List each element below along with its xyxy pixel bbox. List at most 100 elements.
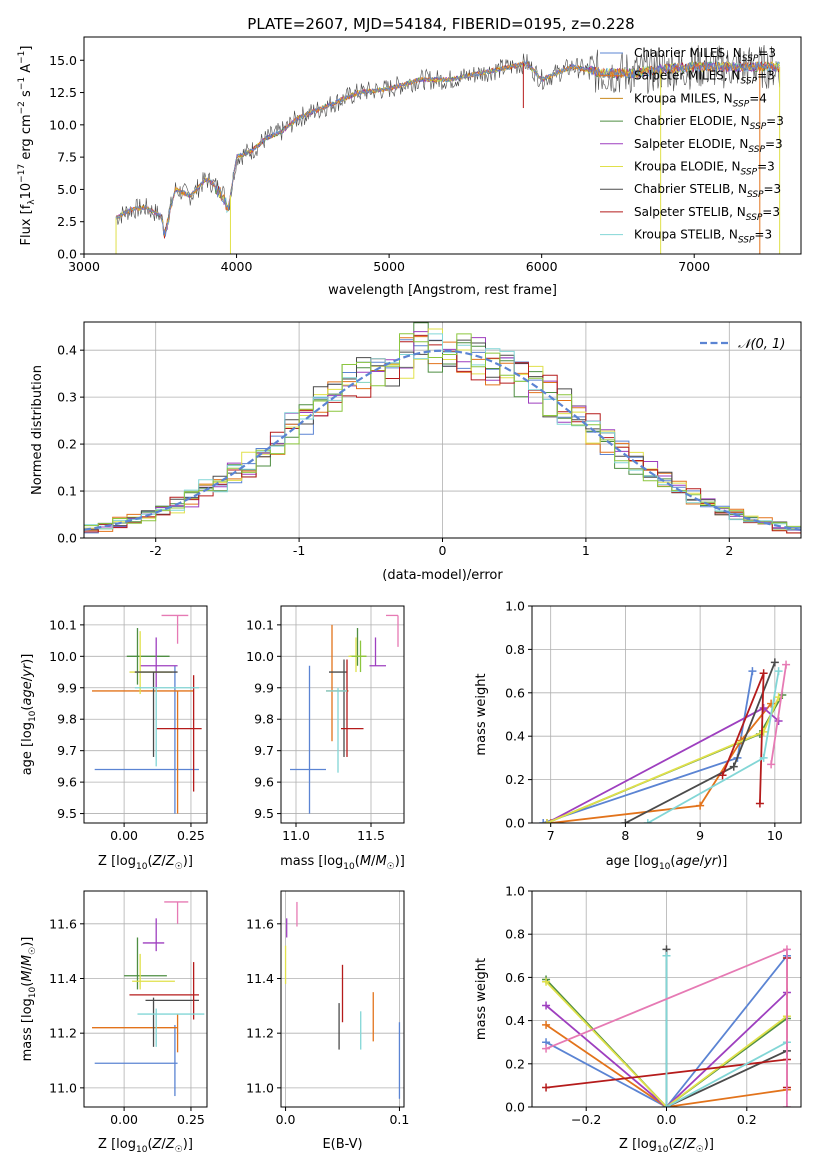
y-tick-label: 9.9 [254,680,274,695]
legend-label: Kroupa STELIB, NSSP=3 [634,228,772,246]
y-tick-label: 0.0 [57,531,77,546]
y-tick-label: 10.1 [49,617,77,632]
weight-marker [542,1044,551,1053]
weight-marker [748,667,757,676]
y-axis-label: mass [log10(M/M☉)] [20,937,38,1062]
y-tick-label: 7.5 [57,150,77,165]
y-tick-label: 11.6 [49,916,77,931]
panel-weight_vs_age: 7 8 9 10 0.0 0.2 0.4 0.6 0.8 1.0 mass weight age [l… [474,599,802,872]
y-tick-label: 9.8 [57,712,77,727]
legend: Chabrier MILES, NSSP=3 Salpeter MILES, NS… [600,46,784,246]
y-tick-label: 11.0 [49,1080,77,1095]
plot-area [539,658,791,823]
y-tick-label: 9.5 [57,806,77,821]
weight-line [545,1024,788,1107]
y-axis-label: mass weight [474,673,489,755]
legend-label: Salpeter MILES, NSSP=3 [634,69,775,87]
panel-age_vs_Z: 0.00 0.25 9.5 9.6 9.7 9.8 9.9 10.0 10.1 Z [log10(… [20,605,208,872]
y-tick-label: 10.0 [49,117,77,132]
x-tick-label: 0.2 [737,1112,757,1127]
y-tick-label: 0.0 [505,1100,525,1115]
plot-area [284,901,401,1099]
weight-marker [774,667,783,676]
weight-marker [729,762,738,771]
y-tick-label: 15.0 [49,53,77,68]
x-tick-label: 0.0 [276,1112,296,1127]
y-tick-label: 1.0 [505,884,525,899]
weight-line [545,991,788,1107]
x-tick-label: 0 [439,543,447,558]
x-tick-label: 0.25 [177,1112,205,1127]
x-tick-label: 8 [621,828,629,843]
weight-marker [759,669,768,678]
weight-marker [767,760,776,769]
weight-line [545,978,788,1107]
y-tick-label: 0.3 [57,390,77,405]
axes-frame [280,890,405,1108]
y-axis-label: mass weight [474,958,489,1040]
x-tick-label: 1 [582,543,590,558]
y-tick-label: 0.4 [505,1013,525,1028]
weight-marker [542,977,551,986]
weight-marker [759,727,768,736]
weight-marker [718,771,727,780]
y-tick-label: 0.0 [505,816,525,831]
plot-area [92,614,202,814]
legend-label: Chabrier ELODIE, NSSP=3 [634,114,784,132]
weight-line [665,955,788,1107]
panel-spectrum: 3000 4000 5000 6000 7000 0.0 2.5 5.0 7.5 10.0 12.5… [17,36,802,298]
x-tick-label: 7000 [678,259,710,274]
weight-marker [759,753,768,762]
x-tick-label: −0.2 [571,1112,601,1127]
weight-marker [542,1001,551,1010]
x-tick-label: 4000 [221,259,253,274]
y-tick-label: 11.2 [49,1026,77,1041]
y-tick-label: 9.8 [254,712,274,727]
panel-mass_vs_Z: 0.00 0.25 11.0 11.2 11.4 11.6 Z [log10(Z/Z☉)] m… [20,890,208,1155]
y-tick-label: 9.7 [57,743,77,758]
weight-marker [621,819,630,823]
x-tick-label: 11.5 [357,828,385,843]
figure-title: PLATE=2607, MJD=54184, FIBERID=0195, z=0… [247,15,634,33]
plot-area [290,614,399,814]
axes-frame [83,890,208,1108]
y-tick-label: 0.0 [57,247,77,262]
legend-label: Salpeter ELODIE, NSSP=3 [634,137,783,155]
y-tick-label: 0.6 [505,685,525,700]
weight-line [770,664,787,765]
legend-label: 𝒩(0, 1) [738,337,785,352]
y-tick-label: 0.8 [505,927,525,942]
weight-marker [542,1083,551,1092]
y-tick-label: 0.4 [505,729,525,744]
y-tick-label: 0.1 [57,484,77,499]
weight-line [545,955,788,1107]
y-tick-label: 0.2 [505,1056,525,1071]
weight-marker [782,1103,791,1107]
y-tick-label: 11.4 [49,971,77,986]
y-tick-label: 1.0 [505,599,525,614]
x-tick-label: 2 [725,543,733,558]
x-tick-label: 0.1 [389,1112,409,1127]
y-axis-label: Flux [fλ10−17 erg cm−2 s−1 A−1] [17,46,37,246]
x-tick-label: 11.0 [282,828,310,843]
x-tick-label: 7 [547,828,555,843]
y-tick-label: 10.0 [246,649,274,664]
axes-frame [280,605,405,824]
weight-marker [755,799,764,808]
y-tick-label: 11.2 [246,1026,274,1041]
weight-marker [662,1103,671,1107]
plot-area [542,945,791,1107]
y-tick-label: 0.6 [505,970,525,985]
x-tick-label: -1 [293,543,305,558]
y-tick-label: 11.0 [246,1080,274,1095]
x-tick-label: 0.00 [110,1112,138,1127]
weight-line [542,670,754,823]
legend-label: Kroupa MILES, NSSP=4 [634,91,767,109]
y-tick-label: 11.6 [246,916,274,931]
weight-marker [770,658,779,667]
weight-marker [542,819,551,823]
weight-marker [782,660,791,669]
weight-marker [662,951,671,960]
y-axis-label: age [log10(age/yr)] [20,654,38,776]
x-tick-label: 5000 [373,259,405,274]
